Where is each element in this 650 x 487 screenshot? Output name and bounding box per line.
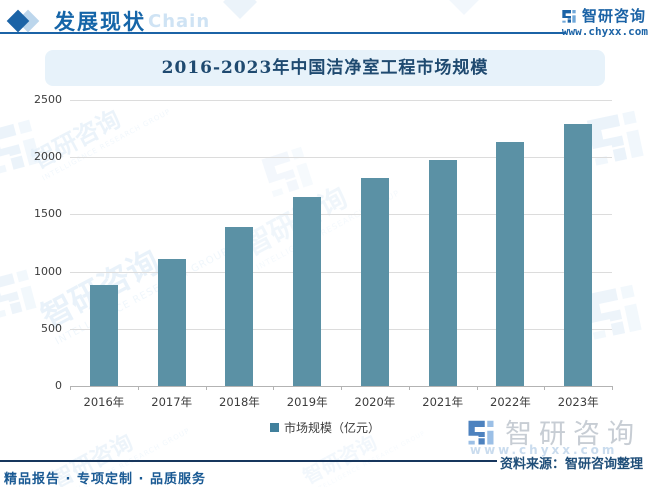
footer-tagline: 精品报告 · 专项定制 · 品质服务 — [4, 472, 206, 487]
zhiyan-logo-icon — [561, 8, 577, 24]
y-axis-tick-label: 500 — [41, 321, 62, 335]
y-axis-tick-label: 1000 — [34, 264, 62, 278]
watermark-brand-logo: 智研咨询 — [466, 412, 641, 451]
header: 发展现状 Chain — [6, 6, 211, 36]
brand-logo: 智研咨询 — [561, 5, 646, 26]
chain-ghost-text: Chain — [148, 10, 211, 32]
watermark-website-text: www.chyxx.com — [470, 443, 618, 457]
x-axis-tick-label: 2020年 — [354, 395, 396, 409]
x-axis-tick-label: 2021年 — [422, 395, 464, 409]
y-axis-tick-label: 1500 — [34, 207, 62, 221]
axis-tick — [273, 386, 275, 390]
zhiyan-logo-icon — [466, 417, 496, 447]
bar — [157, 259, 186, 386]
source-divider — [0, 460, 497, 462]
bar — [564, 123, 593, 386]
data-source: 资料来源：智研咨询整理 — [500, 457, 644, 472]
axis-tick — [137, 386, 139, 390]
y-axis-tick-label: 2500 — [34, 93, 62, 106]
watermark-diamond — [223, 0, 257, 19]
gridline — [70, 157, 612, 159]
y-axis-tick-label: 0 — [55, 379, 62, 392]
brand-name: 智研咨询 — [581, 7, 646, 25]
legend-marker — [269, 423, 279, 432]
y-axis-tick-label: 2000 — [34, 150, 62, 164]
chart-title: 2016-2023年中国洁净室工程市场规模 — [45, 50, 605, 86]
gridline — [70, 328, 612, 330]
website-url: www.chyxx.com — [561, 25, 648, 38]
axis-tick — [544, 386, 546, 390]
bar — [428, 160, 457, 386]
x-axis-tick-label: 2018年 — [219, 395, 260, 409]
diamond-icon — [6, 8, 44, 34]
x-axis-tick-label: 2017年 — [151, 395, 193, 409]
gridline — [70, 214, 612, 216]
bar-chart: 0 500 1000 1500 2000 2500 2016年 2017年 2018年 2019年… — [0, 90, 650, 420]
x-axis-tick-label: 2019年 — [286, 395, 328, 409]
gridline — [70, 100, 612, 101]
header-divider — [0, 32, 566, 34]
axis-tick — [341, 386, 342, 390]
legend-label: 市场规模（亿元） — [283, 421, 380, 435]
watermark-brand-text: 智研咨询 — [505, 419, 641, 450]
chart-legend: 市场规模（亿元） — [0, 419, 650, 436]
bar — [89, 285, 118, 386]
bar — [225, 227, 254, 386]
axis-tick — [408, 386, 410, 390]
axis-tick — [612, 386, 613, 390]
axis-tick — [205, 386, 207, 390]
watermark-diamond — [447, 0, 481, 15]
bar — [293, 197, 322, 386]
axis-tick — [70, 386, 71, 390]
gridline — [70, 271, 612, 273]
x-axis-tick-label: 2023年 — [557, 395, 599, 409]
bar — [496, 142, 525, 386]
section-title: 发展现状 — [54, 10, 146, 34]
x-axis-tick-label: 2016年 — [83, 395, 125, 409]
bar — [360, 178, 389, 386]
axis-tick — [476, 386, 478, 390]
x-axis-tick-label: 2022年 — [490, 395, 531, 409]
